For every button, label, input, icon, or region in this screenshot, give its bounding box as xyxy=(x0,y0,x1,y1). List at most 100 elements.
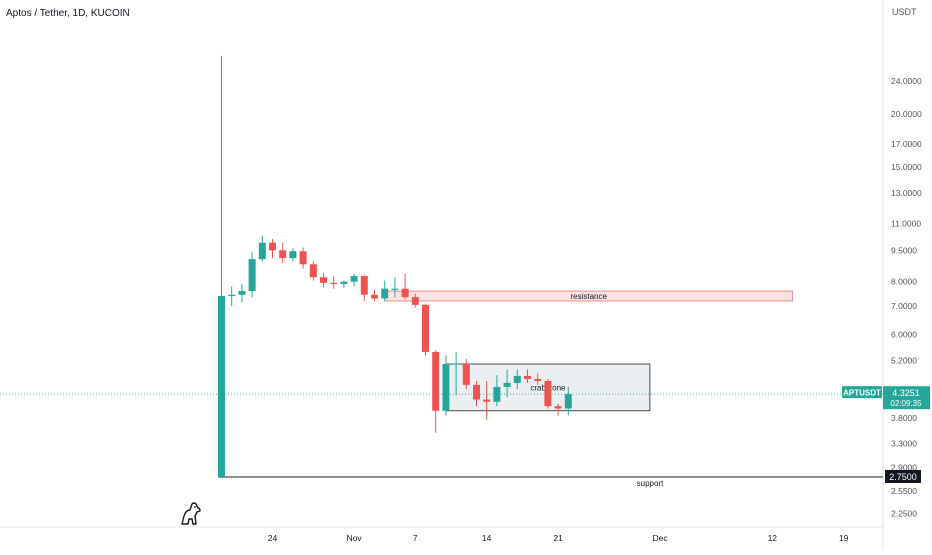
candle[interactable] xyxy=(503,369,511,398)
candle[interactable] xyxy=(371,289,378,301)
price-badge-countdown: 02:09:35 xyxy=(890,399,922,408)
x-axis: 24 Nov 7 14 21 Dec 12 19 xyxy=(268,533,849,543)
candle-body xyxy=(299,251,307,265)
candle-body xyxy=(269,242,276,251)
currency-label[interactable]: USDT xyxy=(892,7,917,17)
y-tick-label: 2.5500 xyxy=(891,486,917,496)
y-tick-label: 2.2500 xyxy=(891,509,917,519)
candle-body xyxy=(452,363,460,365)
x-tick-label: 12 xyxy=(768,533,778,543)
x-tick-label: 14 xyxy=(482,533,492,543)
tradingview-dino-icon[interactable] xyxy=(181,502,201,525)
chart-title: Aptos / Tether, 1D, KUCOIN xyxy=(6,8,130,19)
support-label: support xyxy=(637,479,664,488)
candle[interactable] xyxy=(340,280,348,288)
x-tick-label: 19 xyxy=(839,533,849,543)
candle[interactable] xyxy=(320,272,327,288)
candle-body xyxy=(248,259,256,292)
y-tick-label: 20.0000 xyxy=(891,109,922,119)
candle[interactable] xyxy=(544,378,552,409)
candle[interactable] xyxy=(442,355,450,416)
candle-body xyxy=(391,288,399,290)
candle[interactable] xyxy=(391,277,399,298)
y-tick-label: 7.0000 xyxy=(891,301,917,311)
candle[interactable] xyxy=(432,350,440,433)
candle[interactable] xyxy=(381,280,389,301)
symbol-badge[interactable] xyxy=(842,386,882,399)
support-badge-value: 2.7500 xyxy=(889,472,917,482)
candle-body xyxy=(503,382,511,387)
y-tick-label: 17.0000 xyxy=(891,139,922,149)
candle[interactable] xyxy=(462,358,470,389)
candle[interactable] xyxy=(534,373,542,385)
y-axis: 24.0000 20.0000 17.0000 15.0000 13.0000 11.00… xyxy=(891,76,922,519)
candle-body xyxy=(279,250,287,259)
y-tick-label: 13.0000 xyxy=(891,188,922,198)
candle[interactable] xyxy=(279,242,287,264)
candle-body xyxy=(258,242,266,260)
candle-body xyxy=(554,406,562,409)
x-tick-label: 21 xyxy=(553,533,563,543)
candle-body xyxy=(411,297,419,305)
resistance-label: resistance xyxy=(570,292,607,301)
candle-body xyxy=(360,276,368,295)
candle[interactable] xyxy=(309,261,317,281)
price-badge[interactable] xyxy=(883,386,930,410)
y-tick-label: 3.3000 xyxy=(891,439,917,449)
candle[interactable] xyxy=(473,380,480,407)
x-tick-label: Nov xyxy=(347,533,363,543)
candle-body xyxy=(513,375,521,383)
candle-body xyxy=(289,251,297,259)
y-tick-label: 15.0000 xyxy=(891,162,922,172)
candle[interactable] xyxy=(411,293,419,308)
support-badge[interactable] xyxy=(885,469,921,483)
candle[interactable] xyxy=(238,284,246,303)
candle[interactable] xyxy=(228,286,236,307)
candle[interactable] xyxy=(350,273,358,287)
candle[interactable] xyxy=(330,276,338,289)
candle-body xyxy=(483,399,491,402)
candle[interactable] xyxy=(493,375,501,407)
y-tick-label: 5.2000 xyxy=(891,355,917,365)
candle[interactable] xyxy=(258,235,266,262)
candle[interactable] xyxy=(289,248,297,262)
y-tick-label: 8.0000 xyxy=(891,277,917,287)
candle[interactable] xyxy=(248,252,256,298)
symbol-badge-text: APTUSDT xyxy=(843,389,881,398)
y-tick-label: 2.9000 xyxy=(891,462,917,472)
candle-body xyxy=(401,288,409,298)
x-tick-label: 24 xyxy=(268,533,278,543)
candle-body xyxy=(524,375,531,379)
candle[interactable] xyxy=(299,247,307,269)
y-tick-label: 6.0000 xyxy=(891,329,917,339)
candle[interactable] xyxy=(554,403,562,416)
candle[interactable] xyxy=(269,239,276,259)
y-tick-label: 9.5000 xyxy=(891,245,917,255)
candle[interactable] xyxy=(452,351,460,396)
candle-body xyxy=(238,291,246,295)
candle-body xyxy=(534,378,542,381)
candle[interactable] xyxy=(513,369,521,389)
candle[interactable] xyxy=(524,369,531,383)
candle-body xyxy=(381,288,389,299)
candle[interactable] xyxy=(483,380,491,421)
x-tick-label: Dec xyxy=(653,533,669,543)
y-tick-label: 11.0000 xyxy=(891,218,921,228)
candle[interactable] xyxy=(401,273,409,300)
candle[interactable] xyxy=(422,303,429,356)
candle[interactable] xyxy=(360,274,368,301)
candle-body xyxy=(340,281,348,285)
candle-body xyxy=(462,363,470,385)
candle-body xyxy=(493,386,501,402)
candle-body xyxy=(371,294,378,299)
candle-body xyxy=(320,277,327,283)
candle-body xyxy=(330,282,338,285)
candle[interactable] xyxy=(218,55,225,477)
candle[interactable] xyxy=(564,386,572,416)
candle-body xyxy=(564,394,572,409)
candle-body xyxy=(218,295,225,477)
candle-body xyxy=(228,294,236,296)
